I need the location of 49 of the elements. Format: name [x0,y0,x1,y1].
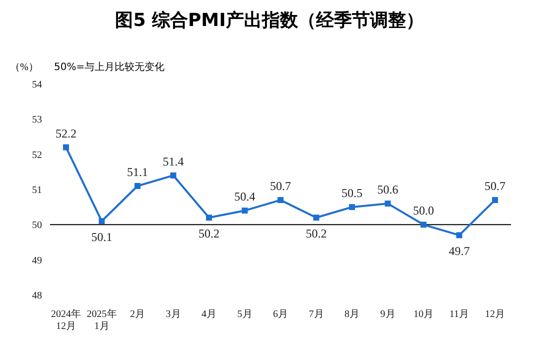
data-label: 51.4 [162,154,184,168]
y-tick-label: 54 [32,80,42,91]
x-tick-label: 11月 [449,309,470,320]
point [278,197,284,204]
x-tick-label: 6月 [273,309,288,320]
data-label: 50.0 [413,204,434,218]
data-label: 50.1 [91,230,112,244]
data-label: 50.7 [270,179,291,194]
data-label: 52.2 [56,126,76,140]
text: 50%=与上月比较无变化 [54,60,165,74]
y-tick-label: 51 [32,185,42,196]
data-label: 49.7 [448,244,470,258]
data-label: 50.4 [234,190,256,204]
x-tick-label: 2024年 12月 [51,308,81,332]
y-tick-label: 49 [32,255,42,266]
x-tick-label: 9月 [380,309,396,320]
point [98,218,105,224]
x-tick-label: 8月 [344,309,360,320]
y-tick-label: 50 [32,220,42,232]
point [242,208,248,214]
point [170,172,176,178]
x-tick-label: 4月 [202,309,216,320]
x-tick-label: 10月 [414,309,434,320]
x-tick-label: 2025年 1月 [86,308,117,332]
point [206,214,212,221]
y-axis-title: （%） [10,61,38,74]
data-label: 50.2 [198,226,220,241]
x-tick-label: 12月 [485,309,505,320]
point [313,214,320,221]
chart-title: 图5 综合PMI产出指数（经季节调整） [114,9,425,32]
point [384,200,391,207]
point [63,144,69,150]
data-label: 50.2 [306,226,327,241]
point [492,197,498,204]
y-tick-label: 52 [32,150,42,161]
x-tick-label: 7月 [308,309,324,320]
point [420,222,426,228]
x-tick-label: 3月 [166,309,181,320]
point [134,182,140,189]
data-label: 50.6 [377,182,398,197]
y-tick-label: 48 [32,290,42,302]
data-label: 50.7 [484,179,506,194]
data-label: 51.1 [127,164,148,179]
point [456,232,462,238]
y-tick-label: 53 [32,114,42,126]
data-label: 50.5 [342,186,362,200]
point [349,204,355,210]
x-tick-label: 5月 [237,309,252,320]
x-tick-label: 2月 [130,309,145,320]
